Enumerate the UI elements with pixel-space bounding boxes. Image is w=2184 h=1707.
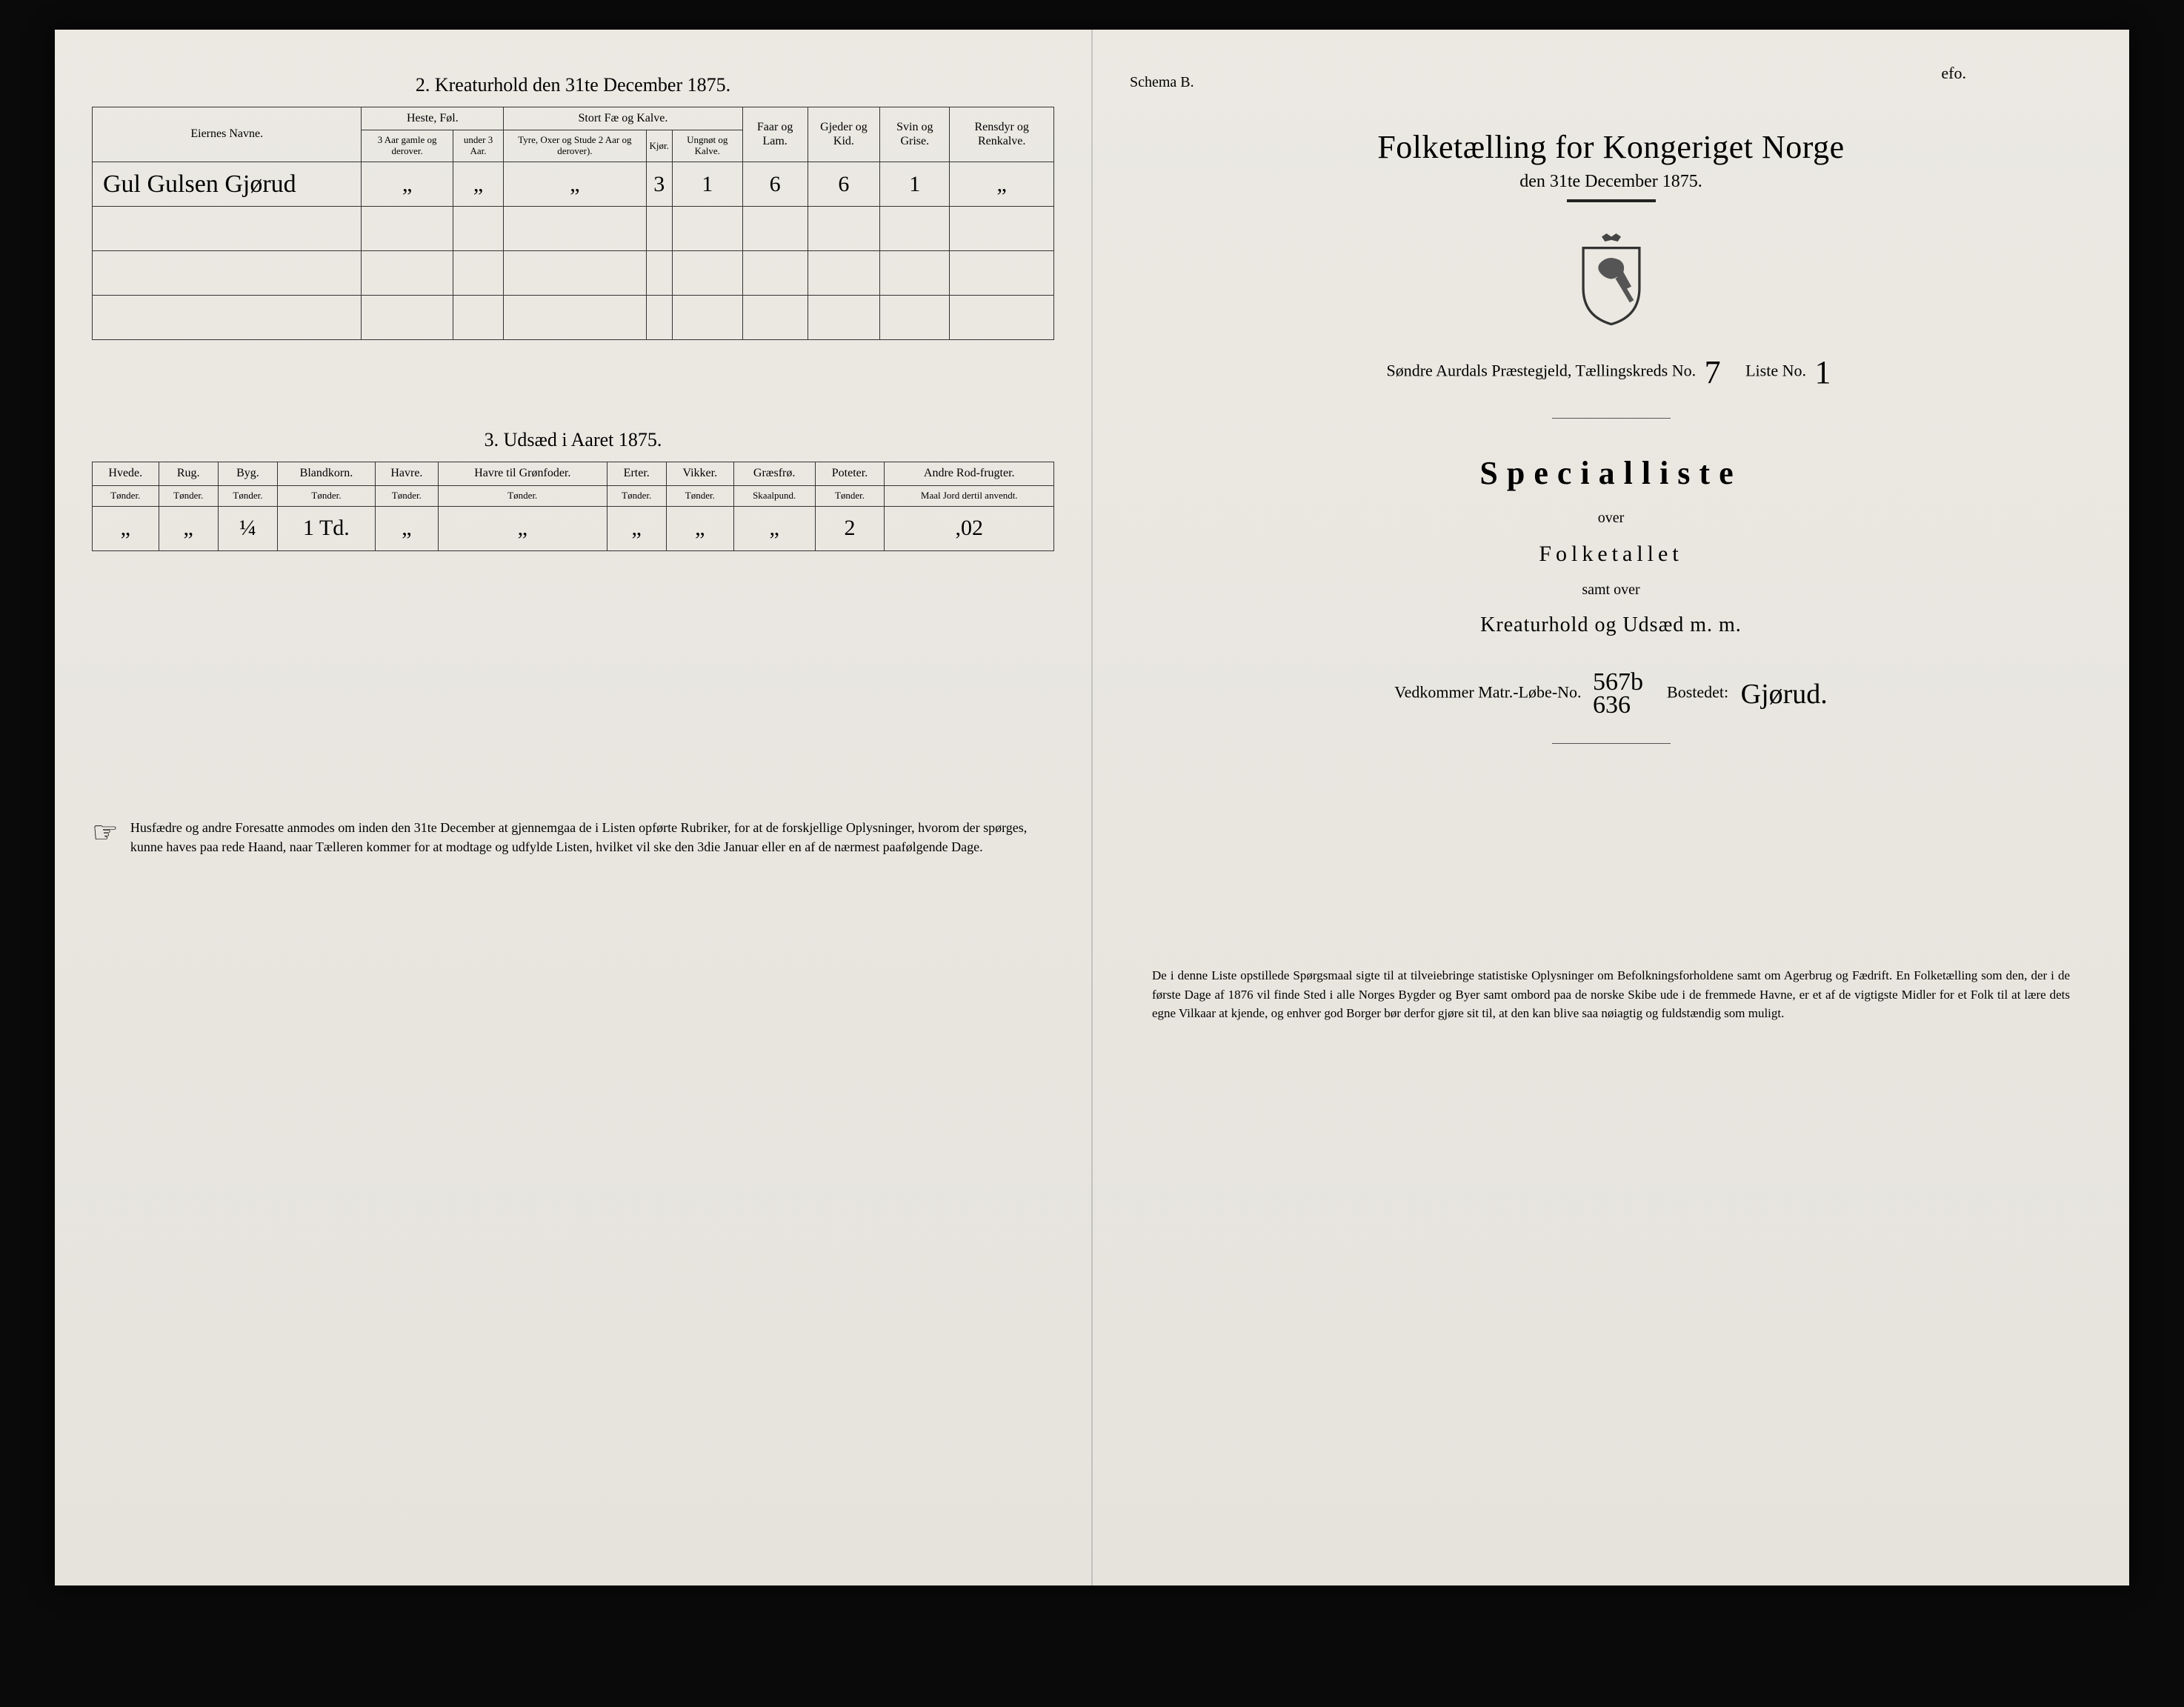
- cell: „: [666, 506, 733, 550]
- sub-f2: Kjør.: [646, 130, 672, 162]
- col: Poteter.: [815, 462, 885, 485]
- col: Vikker.: [666, 462, 733, 485]
- bosted-label: Bostedet:: [1667, 683, 1728, 702]
- cell: 1 Td.: [278, 506, 376, 550]
- col: Havre til Grønfoder.: [438, 462, 607, 485]
- right-page: Schema B. efo. Folketælling for Kongerig…: [1092, 30, 2129, 1585]
- divider: [1552, 418, 1671, 419]
- matr-b: 636: [1593, 691, 1631, 719]
- kreds-no: 7: [1705, 353, 1721, 391]
- title-rule: [1567, 199, 1656, 202]
- kreatur-label: Kreaturhold og Udsæd m. m.: [1130, 613, 2092, 637]
- table-kreaturhold: Eiernes Navne. Heste, Føl. Stort Fæ og K…: [92, 107, 1054, 340]
- praestegjeld-label: Søndre Aurdals Præstegjeld, Tællingskred…: [1387, 362, 1697, 380]
- date-line: den 31te December 1875.: [1130, 172, 2092, 192]
- grp-fae: Stort Fæ og Kalve.: [504, 107, 742, 130]
- divider: [1552, 743, 1671, 744]
- col: Blandkorn.: [278, 462, 376, 485]
- unit: Tønder.: [218, 485, 277, 506]
- sub-h1: 3 Aar gamle og derover.: [362, 130, 453, 162]
- cell: „: [438, 506, 607, 550]
- bosted-value: Gjørud.: [1741, 678, 1828, 711]
- col-faar: Faar og Lam.: [742, 107, 808, 162]
- table-udsaed: Hvede. Rug. Byg. Blandkorn. Havre. Havre…: [92, 462, 1054, 550]
- cell: „: [733, 506, 815, 550]
- unit: Tønder.: [815, 485, 885, 506]
- liste-no: 1: [1814, 353, 1831, 391]
- over-label: over: [1130, 510, 2092, 527]
- samt-label: samt over: [1130, 582, 2092, 599]
- cell: „: [93, 506, 159, 550]
- sub-h2: under 3 Aar.: [453, 130, 503, 162]
- table-row: [93, 296, 1054, 340]
- section3-title: 3. Udsæd i Aaret 1875.: [92, 429, 1054, 451]
- left-notice-text: Husfædre og andre Foresatte anmodes om i…: [130, 818, 1054, 856]
- cell: 1: [672, 162, 742, 207]
- cell: 6: [808, 162, 880, 207]
- col-owner: Eiernes Navne.: [93, 107, 362, 162]
- cell: 6: [742, 162, 808, 207]
- unit: Tønder.: [607, 485, 666, 506]
- cell: „: [453, 162, 503, 207]
- cell: „: [607, 506, 666, 550]
- col: Byg.: [218, 462, 277, 485]
- owner-name: Gul Gulsen Gjørud: [93, 162, 362, 207]
- liste-label: Liste No.: [1745, 362, 1806, 380]
- unit: Tønder.: [278, 485, 376, 506]
- unit: Tønder.: [159, 485, 218, 506]
- folketallet-label: Folketallet: [1130, 542, 2092, 567]
- cell: „: [950, 162, 1054, 207]
- matr-numbers: 567b 636: [1593, 671, 1643, 716]
- cell: 3: [646, 162, 672, 207]
- cell: 2: [815, 506, 885, 550]
- unit: Maal Jord dertil anvendt.: [885, 485, 1054, 506]
- unit: Tønder.: [375, 485, 438, 506]
- col: Græsfrø.: [733, 462, 815, 485]
- col: Hvede.: [93, 462, 159, 485]
- pointing-hand-icon: ☞: [92, 818, 119, 856]
- unit: Tønder.: [93, 485, 159, 506]
- table-row: Gul Gulsen Gjørud „ „ „ 3 1 6 6 1 „: [93, 162, 1054, 207]
- cell: „: [375, 506, 438, 550]
- unit: Skaalpund.: [733, 485, 815, 506]
- cell: ,02: [885, 506, 1054, 550]
- cell: 1: [880, 162, 950, 207]
- kreds-line: Søndre Aurdals Præstegjeld, Tællingskred…: [1130, 353, 2092, 391]
- matr-label: Vedkommer Matr.-Løbe-No.: [1394, 683, 1581, 702]
- sub-f1: Tyre, Oxer og Stude 2 Aar og derover).: [504, 130, 646, 162]
- cell: ¼: [218, 506, 277, 550]
- col: Havre.: [375, 462, 438, 485]
- col: Andre Rod-frugter.: [885, 462, 1054, 485]
- section3: 3. Udsæd i Aaret 1875. Hvede. Rug. Byg. …: [92, 429, 1054, 550]
- col: Erter.: [607, 462, 666, 485]
- sub-f3: Ungnøt og Kalve.: [672, 130, 742, 162]
- document-spread: 2. Kreaturhold den 31te December 1875. E…: [55, 30, 2129, 1585]
- left-notice: ☞ Husfædre og andre Foresatte anmodes om…: [92, 818, 1054, 856]
- right-notice: De i denne Liste opstillede Spørgsmaal s…: [1130, 966, 2092, 1023]
- table-row: „ „ ¼ 1 Td. „ „ „ „ „ 2 ,02: [93, 506, 1054, 550]
- left-page: 2. Kreaturhold den 31te December 1875. E…: [55, 30, 1092, 1585]
- cell: „: [504, 162, 646, 207]
- matr-line: Vedkommer Matr.-Løbe-No. 567b 636 Bosted…: [1130, 671, 2092, 716]
- run-mark: efo.: [1941, 64, 1966, 83]
- coat-of-arms-icon: [1571, 232, 1652, 328]
- specialliste-title: Specialliste: [1130, 454, 2092, 492]
- col: Rug.: [159, 462, 218, 485]
- unit: Tønder.: [438, 485, 607, 506]
- grp-heste: Heste, Føl.: [362, 107, 504, 130]
- cell: „: [362, 162, 453, 207]
- table-row: [93, 251, 1054, 296]
- table-row: [93, 207, 1054, 251]
- cell: „: [159, 506, 218, 550]
- col-rens: Rensdyr og Renkalve.: [950, 107, 1054, 162]
- section2-title: 2. Kreaturhold den 31te December 1875.: [92, 74, 1054, 96]
- main-title: Folketælling for Kongeriget Norge: [1130, 128, 2092, 166]
- col-svin: Svin og Grise.: [880, 107, 950, 162]
- col-gjeder: Gjeder og Kid.: [808, 107, 880, 162]
- unit: Tønder.: [666, 485, 733, 506]
